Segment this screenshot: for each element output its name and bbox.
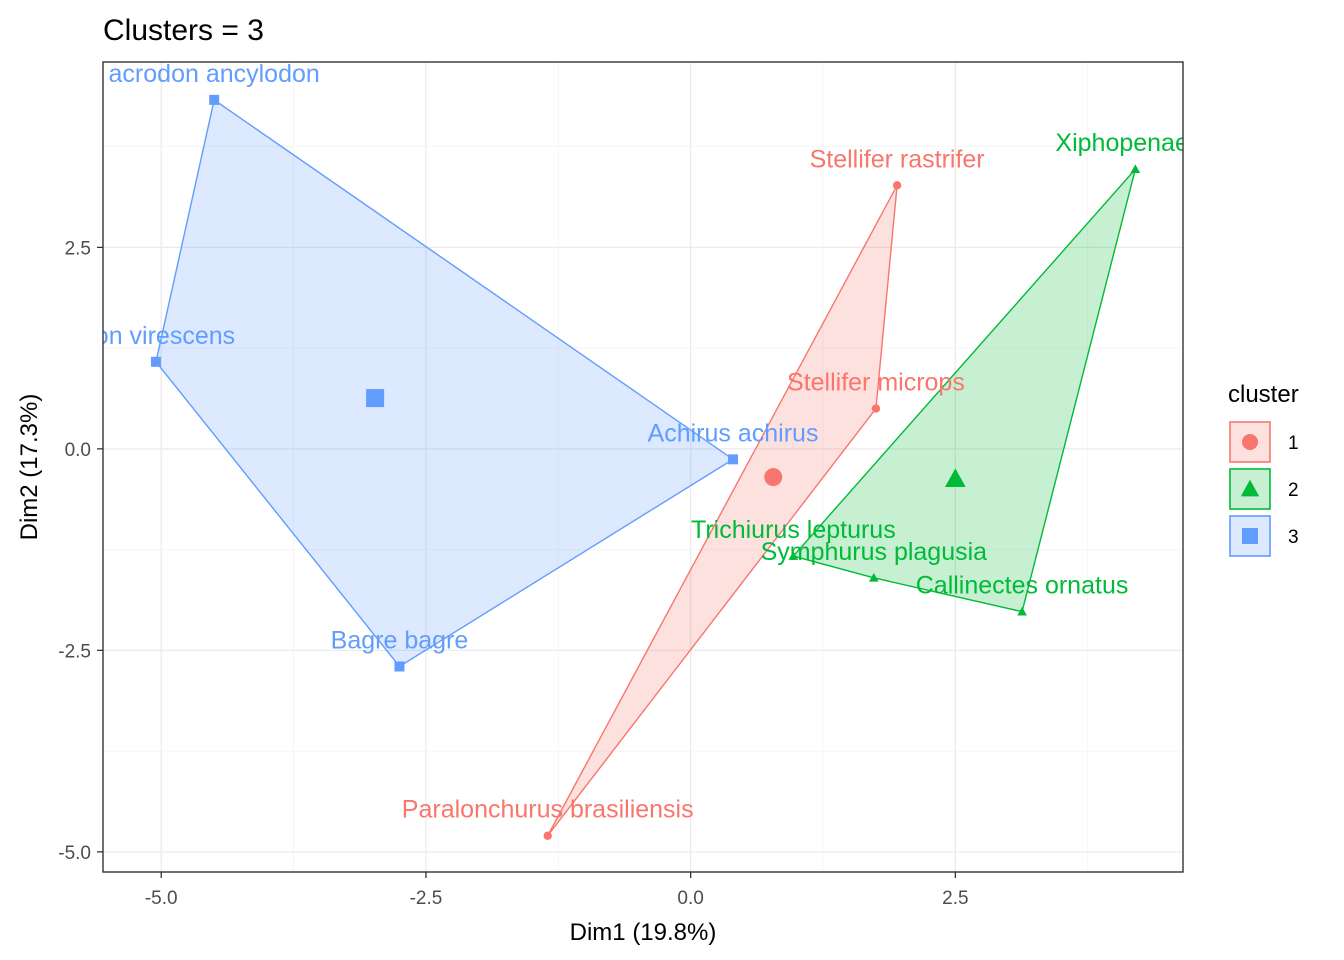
y-axis-title: Dim2 (17.3%) (16, 394, 43, 541)
data-point (868, 572, 879, 582)
data-point (209, 94, 220, 105)
point-label: cion virescens (77, 322, 235, 350)
y-tick-label: 0.0 (65, 440, 91, 461)
plot-panel-border (102, 61, 1184, 873)
data-point (150, 356, 161, 367)
y-tick-label: 2.5 (65, 238, 91, 259)
cluster-hulls (155, 98, 1137, 837)
legend-label: 3 (1288, 527, 1299, 548)
data-point (788, 551, 799, 560)
legend-key-marker (1242, 528, 1258, 544)
x-tick-label: -5.0 (145, 888, 178, 909)
x-tick-label: -2.5 (410, 888, 443, 909)
data-point (728, 454, 738, 465)
cluster-hull-1 (547, 184, 898, 837)
grid (103, 62, 1183, 872)
cluster-centroid-2 (945, 468, 966, 487)
data-point (394, 661, 405, 672)
plot-title: Clusters = 3 (103, 14, 264, 47)
legend-title: cluster (1228, 381, 1299, 408)
cluster-centroid-1 (764, 468, 783, 487)
data-points (150, 94, 1141, 840)
cluster-centroid-3 (366, 389, 385, 408)
legend-key-marker (1240, 479, 1260, 497)
point-label: Paralonchurus brasiliensis (402, 796, 694, 824)
data-point (892, 181, 902, 190)
point-label: Stellifer microps (787, 369, 965, 397)
point-label: Stellifer rastrifer (810, 145, 985, 173)
data-point (543, 831, 552, 840)
data-point (1130, 164, 1141, 174)
x-tick-label: 0.0 (677, 888, 703, 909)
cluster-hull-3 (155, 98, 735, 668)
cluster-centroids (366, 389, 966, 487)
point-label: Callinectes ornatus (916, 572, 1129, 600)
point-label: Xiphopenaeus (1055, 129, 1215, 157)
legend-label: 2 (1288, 480, 1299, 501)
legend-key-marker (1242, 434, 1258, 450)
x-tick-label: 2.5 (942, 888, 968, 909)
data-point (871, 404, 881, 413)
point-label: Symphurus plagusia (761, 538, 988, 566)
point-label: acrodon ancylodon (109, 60, 320, 88)
point-label: Bagre bagre (331, 626, 469, 654)
point-label: Achirus achirus (648, 419, 819, 447)
point-label: Trichiurus lepturus (691, 516, 896, 544)
legend: cluster 1 2 3 (1228, 381, 1299, 557)
y-tick-label: -5.0 (58, 843, 91, 864)
legend-label: 1 (1288, 433, 1299, 454)
axes: -5.0 -2.5 0.0 2.5 -5.0 -2.5 0.0 2.5 (58, 238, 968, 909)
point-labels: Stellifer rastrifer Stellifer microps Para… (77, 60, 1215, 824)
y-tick-label: -2.5 (58, 641, 91, 662)
data-point (1017, 606, 1027, 616)
x-axis-title: Dim1 (19.8%) (570, 919, 717, 946)
